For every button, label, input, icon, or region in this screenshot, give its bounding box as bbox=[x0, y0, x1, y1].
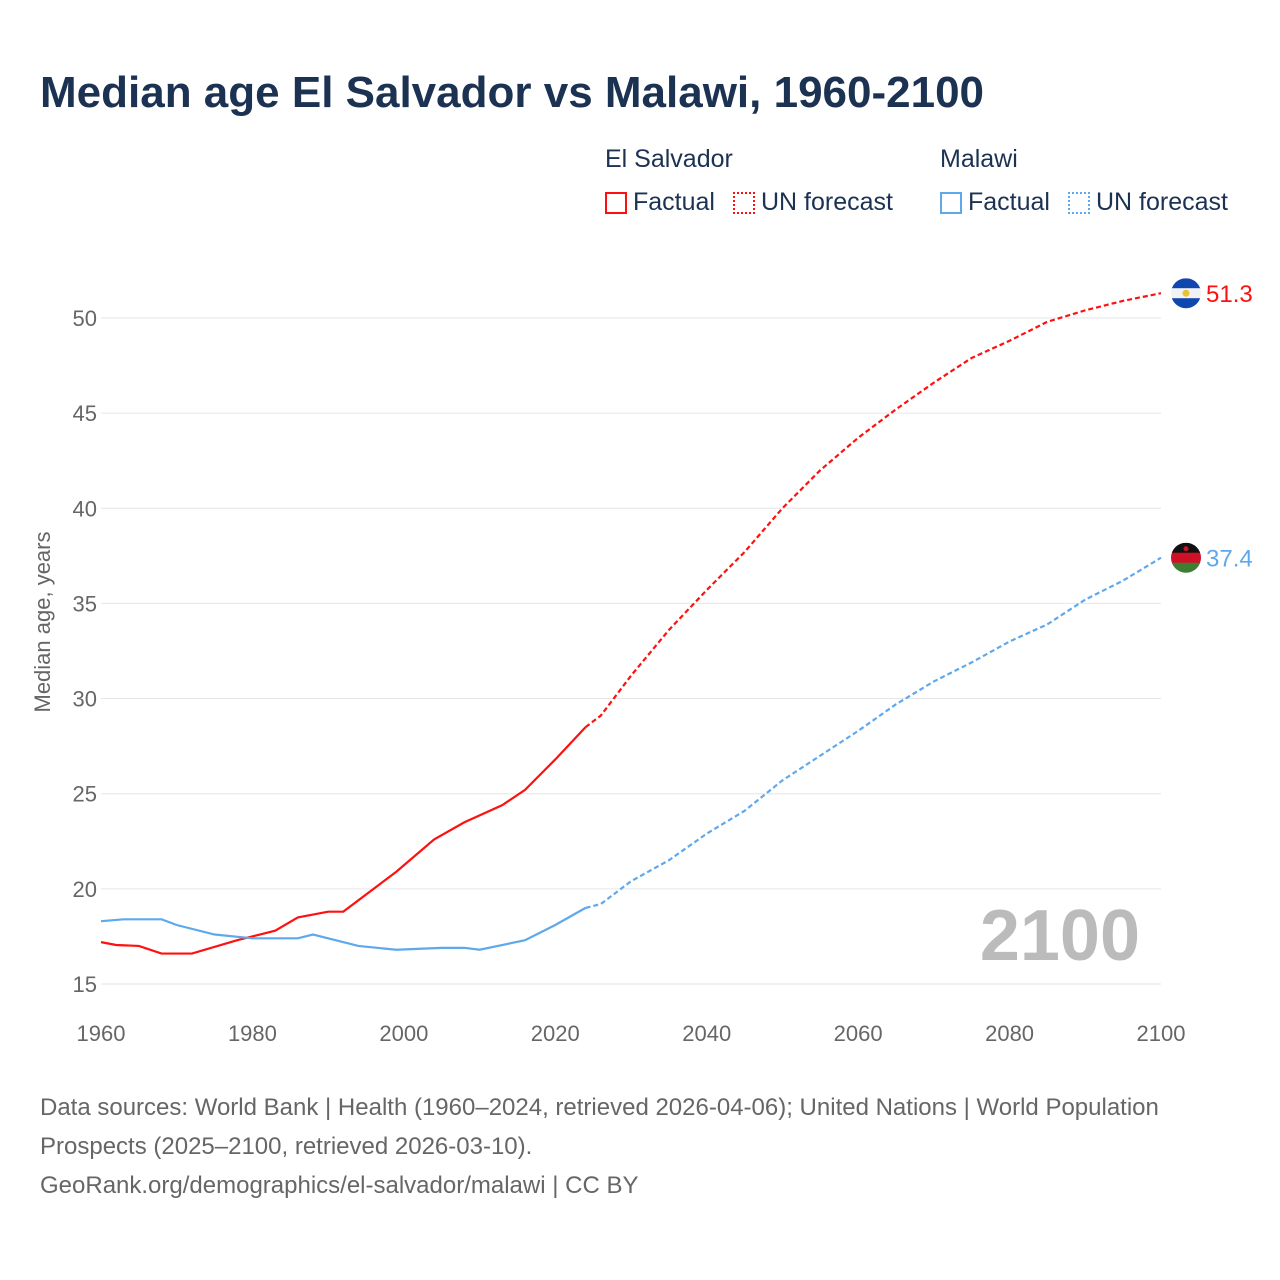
y-tick-label: 20 bbox=[73, 877, 97, 902]
y-tick-label: 30 bbox=[73, 687, 97, 712]
y-axis-label: Median age, years bbox=[30, 532, 55, 713]
legend-label: UN forecast bbox=[1095, 188, 1228, 216]
legend-label: UN forecast bbox=[760, 188, 893, 216]
y-tick-label: 25 bbox=[73, 782, 97, 807]
x-tick-label: 2060 bbox=[834, 1021, 883, 1046]
y-tick-label: 50 bbox=[73, 306, 97, 331]
y-tick-label: 15 bbox=[73, 972, 97, 997]
legend-el-salvador: El Salvador Factual UN forecast bbox=[605, 145, 893, 217]
legend-item-forecast[interactable]: UN forecast bbox=[1067, 188, 1228, 217]
x-tick-label: 1960 bbox=[77, 1021, 126, 1046]
legend-label: Factual bbox=[968, 188, 1050, 216]
series-line-el-salvador-forecast bbox=[584, 292, 1162, 728]
x-tick-label: 2100 bbox=[1137, 1021, 1186, 1046]
legend-swatch-dotted bbox=[732, 191, 755, 214]
legend-label: Factual bbox=[633, 188, 715, 216]
y-tick-label: 35 bbox=[73, 591, 97, 616]
legend-item-factual[interactable]: Factual bbox=[605, 188, 715, 217]
source-link[interactable]: GeoRank.org/demographics/el-salvador/mal… bbox=[40, 1172, 639, 1199]
end-value-label: 37.4 bbox=[1206, 546, 1253, 573]
x-tick-label: 2020 bbox=[531, 1021, 580, 1046]
x-tick-label: 2080 bbox=[985, 1021, 1034, 1046]
x-tick-label: 1980 bbox=[228, 1021, 277, 1046]
end-value-label: 51.3 bbox=[1206, 281, 1253, 308]
legend-malawi: Malawi Factual UN forecast bbox=[940, 145, 1228, 217]
el-salvador-flag-icon bbox=[1171, 278, 1201, 309]
legend-swatch-solid bbox=[940, 191, 962, 214]
x-tick-label: 2040 bbox=[682, 1021, 731, 1046]
series-line-el-salvador-factual bbox=[100, 726, 587, 955]
legend-group-name: El Salvador bbox=[605, 145, 733, 173]
data-sources: Data sources: World Bank | Health (1960–… bbox=[40, 1094, 1159, 1160]
series-line-malawi-factual bbox=[100, 906, 587, 951]
malawi-flag-icon bbox=[1171, 542, 1201, 573]
y-tick-label: 45 bbox=[73, 401, 97, 426]
series-line-malawi-forecast bbox=[585, 556, 1162, 909]
year-overlay: 2100 bbox=[979, 896, 1140, 976]
x-tick-label: 2000 bbox=[379, 1021, 428, 1046]
chart-title: Median age El Salvador vs Malawi, 1960-2… bbox=[40, 68, 985, 117]
legend-group-name: Malawi bbox=[940, 145, 1018, 173]
legend-item-forecast[interactable]: UN forecast bbox=[732, 188, 893, 217]
legend-swatch-solid bbox=[605, 191, 627, 214]
footer: Data sources: World Bank | Health (1960–… bbox=[40, 1088, 1220, 1205]
y-tick-label: 40 bbox=[73, 496, 97, 521]
legend-swatch-dotted bbox=[1067, 191, 1090, 214]
legend-item-factual[interactable]: Factual bbox=[940, 188, 1050, 217]
